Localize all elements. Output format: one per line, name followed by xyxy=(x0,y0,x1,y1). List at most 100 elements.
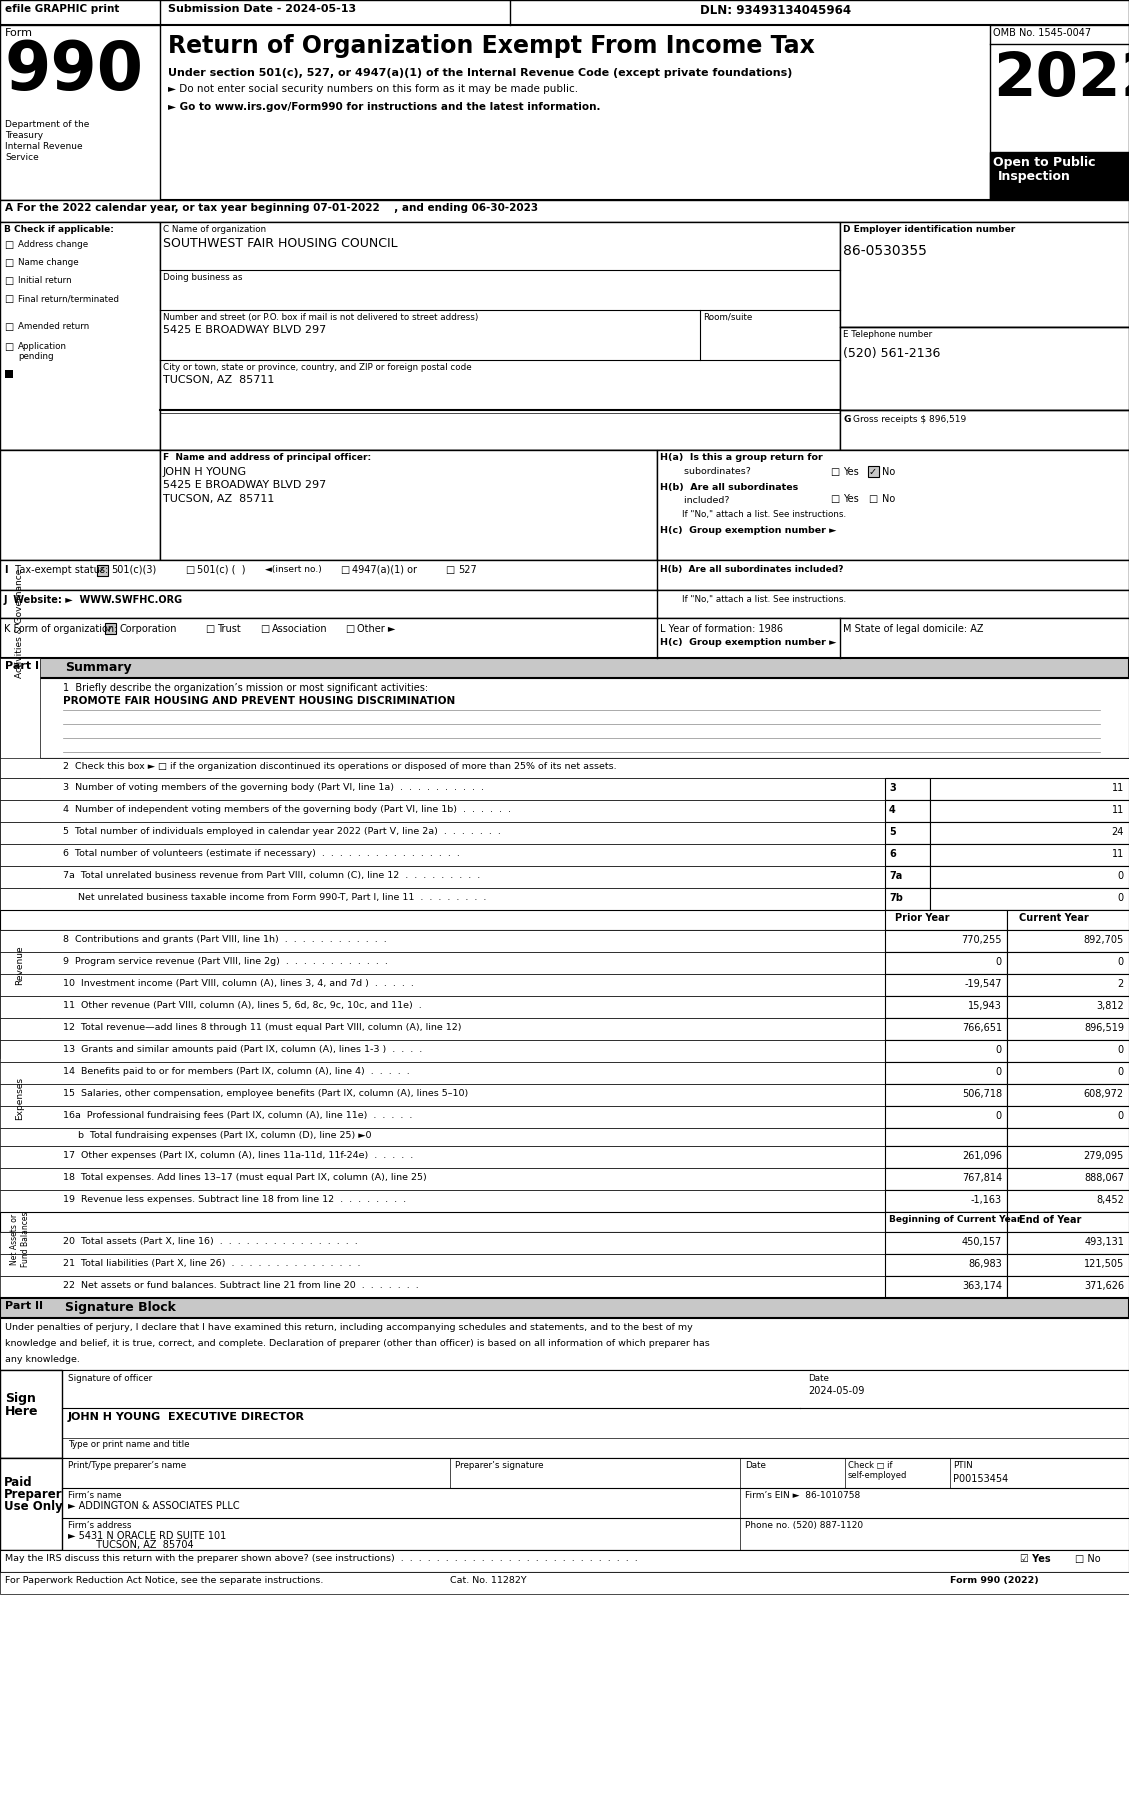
Text: 766,651: 766,651 xyxy=(962,1023,1003,1032)
Text: Under penalties of perjury, I declare that I have examined this return, includin: Under penalties of perjury, I declare th… xyxy=(5,1322,693,1331)
Bar xyxy=(0,1299,1129,1319)
Bar xyxy=(105,622,116,635)
Bar xyxy=(885,911,1007,931)
Text: For Paperwork Reduction Act Notice, see the separate instructions.: For Paperwork Reduction Act Notice, see … xyxy=(5,1576,323,1585)
Bar xyxy=(885,778,930,800)
Text: PROMOTE FAIR HOUSING AND PREVENT HOUSING DISCRIMINATION: PROMOTE FAIR HOUSING AND PREVENT HOUSING… xyxy=(63,697,455,706)
Text: 2  Check this box ► □ if the organization discontinued its operations or dispose: 2 Check this box ► □ if the organization… xyxy=(63,762,616,771)
Text: Expenses: Expenses xyxy=(16,1078,25,1119)
Text: H(b)  Are all subordinates included?: H(b) Are all subordinates included? xyxy=(660,564,843,573)
Text: E Telephone number: E Telephone number xyxy=(843,330,933,339)
Text: 3,812: 3,812 xyxy=(1096,1001,1124,1010)
Text: 8,452: 8,452 xyxy=(1096,1195,1124,1204)
Bar xyxy=(1007,974,1129,996)
Text: End of Year: End of Year xyxy=(1019,1215,1082,1224)
Bar xyxy=(885,1107,1007,1128)
Text: ► ADDINGTON & ASSOCIATES PLLC: ► ADDINGTON & ASSOCIATES PLLC xyxy=(68,1500,239,1511)
Text: Net Assets or
Fund Balances: Net Assets or Fund Balances xyxy=(10,1212,29,1266)
Text: Use Only: Use Only xyxy=(5,1500,63,1513)
Text: 14  Benefits paid to or for members (Part IX, column (A), line 4)  .  .  .  .  .: 14 Benefits paid to or for members (Part… xyxy=(63,1067,410,1076)
Bar xyxy=(885,1190,1007,1212)
Text: G: G xyxy=(843,415,850,424)
Text: Form: Form xyxy=(5,27,33,38)
Text: Department of the: Department of the xyxy=(5,120,89,129)
Text: 501(c)(3): 501(c)(3) xyxy=(111,564,156,575)
Text: 19  Revenue less expenses. Subtract line 18 from line 12  .  .  .  .  .  .  .  .: 19 Revenue less expenses. Subtract line … xyxy=(63,1195,406,1204)
Text: J  Website: ►  WWW.SWFHC.ORG: J Website: ► WWW.SWFHC.ORG xyxy=(5,595,183,606)
Bar xyxy=(0,911,1129,931)
Text: 5425 E BROADWAY BLVD 297: 5425 E BROADWAY BLVD 297 xyxy=(163,481,326,490)
Bar xyxy=(0,778,1129,800)
Bar xyxy=(0,1370,62,1458)
Text: Preparer’s signature: Preparer’s signature xyxy=(455,1460,543,1469)
Bar xyxy=(1007,1190,1129,1212)
Text: B Check if applicable:: B Check if applicable: xyxy=(5,225,114,234)
Bar xyxy=(160,221,840,450)
Text: JOHN H YOUNG  EXECUTIVE DIRECTOR: JOHN H YOUNG EXECUTIVE DIRECTOR xyxy=(68,1411,305,1422)
Text: Trust: Trust xyxy=(217,624,240,635)
Bar xyxy=(840,221,1129,327)
Bar xyxy=(885,952,1007,974)
Text: 767,814: 767,814 xyxy=(962,1174,1003,1183)
Text: □: □ xyxy=(5,294,14,305)
Text: -1,163: -1,163 xyxy=(971,1195,1003,1204)
Text: ► Go to www.irs.gov/Form990 for instructions and the latest information.: ► Go to www.irs.gov/Form990 for instruct… xyxy=(168,102,601,112)
Text: DLN: 93493134045964: DLN: 93493134045964 xyxy=(700,4,851,16)
Text: OMB No. 1545-0047: OMB No. 1545-0047 xyxy=(994,27,1091,38)
Text: H(b)  Are all subordinates: H(b) Are all subordinates xyxy=(660,483,798,492)
Text: 608,972: 608,972 xyxy=(1084,1088,1124,1099)
Text: Sign: Sign xyxy=(5,1391,36,1406)
Text: Here: Here xyxy=(5,1406,38,1419)
Text: Address change: Address change xyxy=(18,239,88,249)
Text: 11: 11 xyxy=(1112,849,1124,860)
Text: Form 990 (2022): Form 990 (2022) xyxy=(949,1576,1039,1585)
Text: Check □ if
self-employed: Check □ if self-employed xyxy=(848,1460,908,1480)
Bar xyxy=(0,1107,885,1128)
Bar xyxy=(0,25,160,200)
Text: Other ►: Other ► xyxy=(357,624,395,635)
Text: I: I xyxy=(5,564,8,575)
Text: Signature Block: Signature Block xyxy=(65,1301,176,1313)
Bar xyxy=(1007,931,1129,952)
Text: Firm’s EIN ►  86-1010758: Firm’s EIN ► 86-1010758 xyxy=(745,1491,860,1500)
Text: Firm’s name: Firm’s name xyxy=(68,1491,122,1500)
Bar xyxy=(0,996,885,1018)
Bar xyxy=(930,822,1129,844)
Bar xyxy=(0,619,1129,658)
Bar xyxy=(885,931,1007,952)
Text: ► Do not enter social security numbers on this form as it may be made public.: ► Do not enter social security numbers o… xyxy=(168,83,578,94)
Text: □: □ xyxy=(5,239,14,250)
Bar xyxy=(885,1275,1007,1299)
Bar xyxy=(885,996,1007,1018)
Bar xyxy=(0,678,1129,758)
Text: Date: Date xyxy=(745,1460,765,1469)
Bar xyxy=(930,865,1129,889)
Text: 279,095: 279,095 xyxy=(1084,1152,1124,1161)
Bar xyxy=(97,564,108,577)
Text: 17  Other expenses (Part IX, column (A), lines 11a-11d, 11f-24e)  .  .  .  .  .: 17 Other expenses (Part IX, column (A), … xyxy=(63,1152,413,1159)
Bar xyxy=(1007,1085,1129,1107)
Text: 18  Total expenses. Add lines 13–17 (must equal Part IX, column (A), line 25): 18 Total expenses. Add lines 13–17 (must… xyxy=(63,1174,427,1183)
Bar xyxy=(0,889,1129,911)
Bar xyxy=(885,1168,1007,1190)
Text: Type or print name and title: Type or print name and title xyxy=(68,1440,190,1449)
Text: any knowledge.: any knowledge. xyxy=(5,1355,80,1364)
Text: □: □ xyxy=(260,624,269,635)
Text: Yes: Yes xyxy=(843,466,859,477)
Text: Paid: Paid xyxy=(5,1477,33,1489)
Text: Summary: Summary xyxy=(65,660,132,675)
Bar xyxy=(0,1573,1129,1595)
Bar xyxy=(0,931,885,952)
Bar xyxy=(885,1253,1007,1275)
Text: Net unrelated business taxable income from Form 990-T, Part I, line 11  .  .  . : Net unrelated business taxable income fr… xyxy=(63,892,487,902)
Text: 506,718: 506,718 xyxy=(962,1088,1003,1099)
Bar xyxy=(0,1319,1129,1370)
Text: Final return/terminated: Final return/terminated xyxy=(18,294,119,303)
Bar xyxy=(0,1253,885,1275)
Text: -19,547: -19,547 xyxy=(964,980,1003,989)
Text: 0: 0 xyxy=(1118,871,1124,882)
Text: 770,255: 770,255 xyxy=(962,934,1003,945)
Bar xyxy=(1007,1232,1129,1253)
Text: If "No," attach a list. See instructions.: If "No," attach a list. See instructions… xyxy=(660,510,846,519)
Text: 7a: 7a xyxy=(889,871,902,882)
